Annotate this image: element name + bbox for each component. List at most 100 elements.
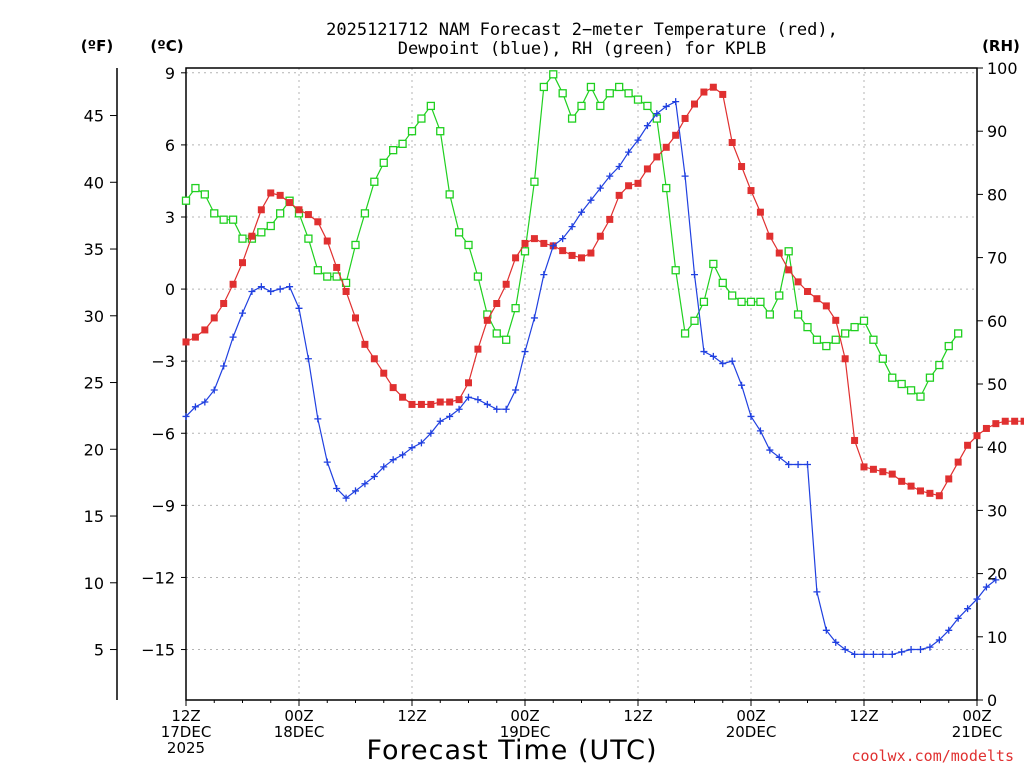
rh-point [859,316,869,325]
dewpoint-point [417,439,425,447]
temperature-point [954,458,962,466]
temperature-point [822,302,830,310]
rh-point [624,89,633,98]
dewpoint-point [672,98,680,106]
rh-point [906,386,916,395]
dewpoint-point [775,453,783,461]
rh-point [869,335,878,344]
dewpoint-point [380,463,388,471]
rh-point [690,316,699,325]
temperature-point [483,316,491,324]
rh-point [313,266,322,275]
dewpoint-point [888,650,896,658]
rh-unit-label: (RH) [982,37,1020,55]
dewpoint-point [634,136,642,144]
rh-tick-label: 90 [987,122,1007,141]
rh-point [784,247,793,256]
temperature-point [804,287,811,295]
dewpoint-point [408,444,416,452]
temperature-point [474,345,482,353]
temperature-point [182,338,190,346]
chart-title-line-1: 2025121712 NAM Forecast 2−meter Temperat… [326,20,838,40]
source-credit: coolwx.com/modelts [851,747,1014,765]
dewpoint-point [323,458,331,466]
rh-point [436,127,445,136]
rh-point [935,360,944,370]
rh-point [709,259,718,269]
rh-point [464,240,473,250]
dewpoint-point [822,626,830,634]
dewpoint-point [964,605,972,613]
dewpoint-point [276,285,284,293]
fahrenheit-tick-label: 15 [84,507,104,526]
rh-point [454,228,464,237]
rh-point [276,209,285,218]
dewpoint-point [869,650,877,658]
rh-point [699,297,709,306]
temperature-point [493,299,501,307]
temperature-point [417,400,425,408]
dewpoint-point [389,456,397,464]
temperature-point [1020,417,1024,425]
fahrenheit-unit-label: (ºF) [81,37,113,55]
dewpoint-point [625,148,633,156]
rh-point [549,70,558,79]
dewpoint-point [201,398,209,406]
rh-point [304,234,313,243]
dewpoint-point [352,487,359,495]
temperature-point [625,182,633,190]
dewpoint-point [606,172,614,180]
dewpoint-point [455,405,463,413]
dewpoint-point [436,417,444,425]
rh-point [897,379,906,389]
temperature-point [578,254,585,262]
temperature-point [286,199,294,207]
temperature-point [1011,417,1019,425]
rh-point [238,234,247,243]
temperature-point [239,259,246,267]
dewpoint-point [691,271,698,279]
rh-point [850,322,859,332]
temperature-point [455,396,463,404]
x-tick-label: 20DEC [726,723,777,741]
dewpoint-point [747,412,755,420]
rh-point [360,209,370,218]
temperature-point [446,398,454,406]
dewpoint-point [907,646,915,654]
dewpoint-point [954,614,962,622]
x-tick-label: 00Z [510,707,539,725]
dewpoint-point [841,646,849,654]
dewpoint-point [399,451,407,459]
dewpoint-point [220,362,228,370]
rh-tick-label: 80 [987,185,1007,204]
temperature-point [672,131,680,139]
rh-point [539,82,548,92]
x-tick-label: 2025 [167,739,205,757]
temperature-point [907,482,915,490]
rh-point [643,101,652,111]
temperature-point [888,470,896,478]
rh-point [191,183,200,193]
grid-lines [186,68,977,700]
temperature-point [201,326,209,334]
temperature-point [370,355,378,363]
dewpoint-point [851,650,859,658]
dewpoint-point [521,348,529,356]
rh-point [803,322,812,332]
celsius-tick-label: −15 [141,641,175,660]
temperature-point [314,218,322,226]
rh-point [530,177,539,186]
temperature-point [436,398,444,406]
dewpoint-point [530,314,538,322]
temperature-point [785,266,793,274]
rh-tick-label: 0 [987,691,997,710]
temperature-point [851,436,859,444]
rh-tick-label: 50 [987,375,1007,394]
dewpoint-point [512,386,520,394]
rh-point [370,177,379,186]
rh-tick-label: 100 [987,59,1018,78]
celsius-tick-label: 3 [165,208,175,227]
temperature-point [945,475,953,483]
rh-point [954,329,963,338]
x-tick-label: 12Z [849,707,878,725]
